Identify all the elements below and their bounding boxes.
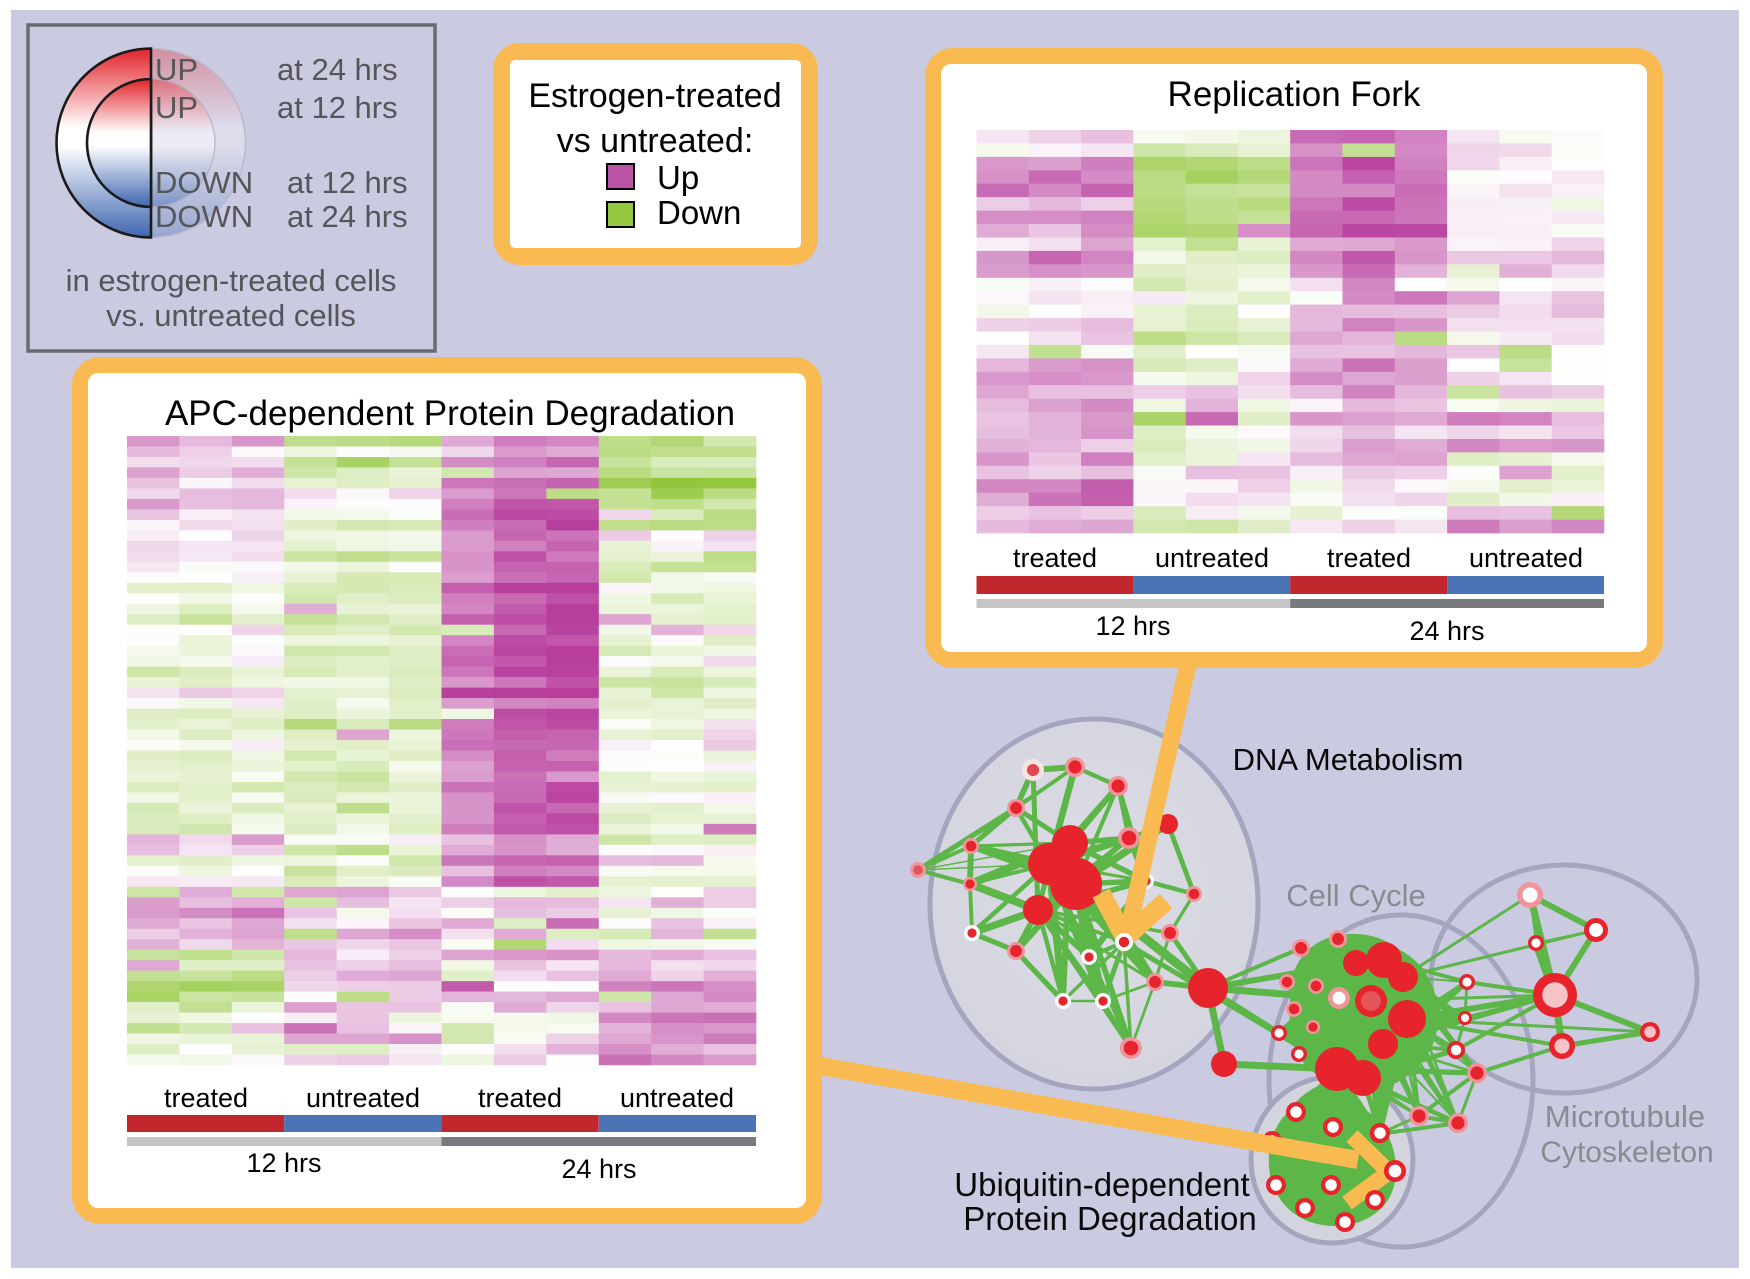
svg-text:treated: treated bbox=[164, 1083, 248, 1113]
svg-text:Cytoskeleton: Cytoskeleton bbox=[1540, 1136, 1713, 1169]
svg-text:at 24 hrs: at 24 hrs bbox=[277, 52, 398, 87]
svg-text:12 hrs: 12 hrs bbox=[1095, 611, 1170, 641]
svg-text:treated: treated bbox=[478, 1083, 562, 1113]
svg-text:Up: Up bbox=[657, 159, 699, 196]
svg-text:treated: treated bbox=[1327, 543, 1411, 573]
svg-text:24 hrs: 24 hrs bbox=[561, 1154, 636, 1184]
svg-text:12 hrs: 12 hrs bbox=[246, 1148, 321, 1178]
svg-text:at 12 hrs: at 12 hrs bbox=[287, 165, 408, 200]
svg-text:UP: UP bbox=[155, 52, 198, 87]
svg-text:untreated: untreated bbox=[1469, 543, 1583, 573]
svg-text:DOWN: DOWN bbox=[155, 199, 253, 234]
svg-text:DNA Metabolism: DNA Metabolism bbox=[1233, 742, 1464, 777]
svg-text:Replication Fork: Replication Fork bbox=[1168, 75, 1421, 114]
svg-text:DOWN: DOWN bbox=[155, 165, 253, 200]
svg-text:treated: treated bbox=[1013, 543, 1097, 573]
svg-text:untreated: untreated bbox=[306, 1083, 420, 1113]
svg-text:Cell Cycle: Cell Cycle bbox=[1286, 878, 1426, 913]
svg-text:Estrogen-treated: Estrogen-treated bbox=[528, 77, 781, 115]
svg-text:in estrogen-treated cells: in estrogen-treated cells bbox=[66, 263, 397, 298]
svg-text:Protein Degradation: Protein Degradation bbox=[963, 1200, 1257, 1237]
svg-text:UP: UP bbox=[155, 90, 198, 125]
svg-text:Down: Down bbox=[657, 194, 741, 231]
svg-text:APC-dependent Protein Degradat: APC-dependent Protein Degradation bbox=[165, 394, 735, 433]
svg-text:at 24 hrs: at 24 hrs bbox=[287, 199, 408, 234]
svg-text:Microtubule: Microtubule bbox=[1545, 1099, 1705, 1134]
svg-text:vs. untreated cells: vs. untreated cells bbox=[106, 298, 356, 333]
svg-text:24 hrs: 24 hrs bbox=[1409, 616, 1484, 646]
svg-text:Ubiquitin-dependent: Ubiquitin-dependent bbox=[954, 1166, 1249, 1203]
svg-text:untreated: untreated bbox=[620, 1083, 734, 1113]
svg-text:at 12 hrs: at 12 hrs bbox=[277, 90, 398, 125]
svg-text:untreated: untreated bbox=[1155, 543, 1269, 573]
svg-text:vs untreated:: vs untreated: bbox=[557, 122, 754, 160]
